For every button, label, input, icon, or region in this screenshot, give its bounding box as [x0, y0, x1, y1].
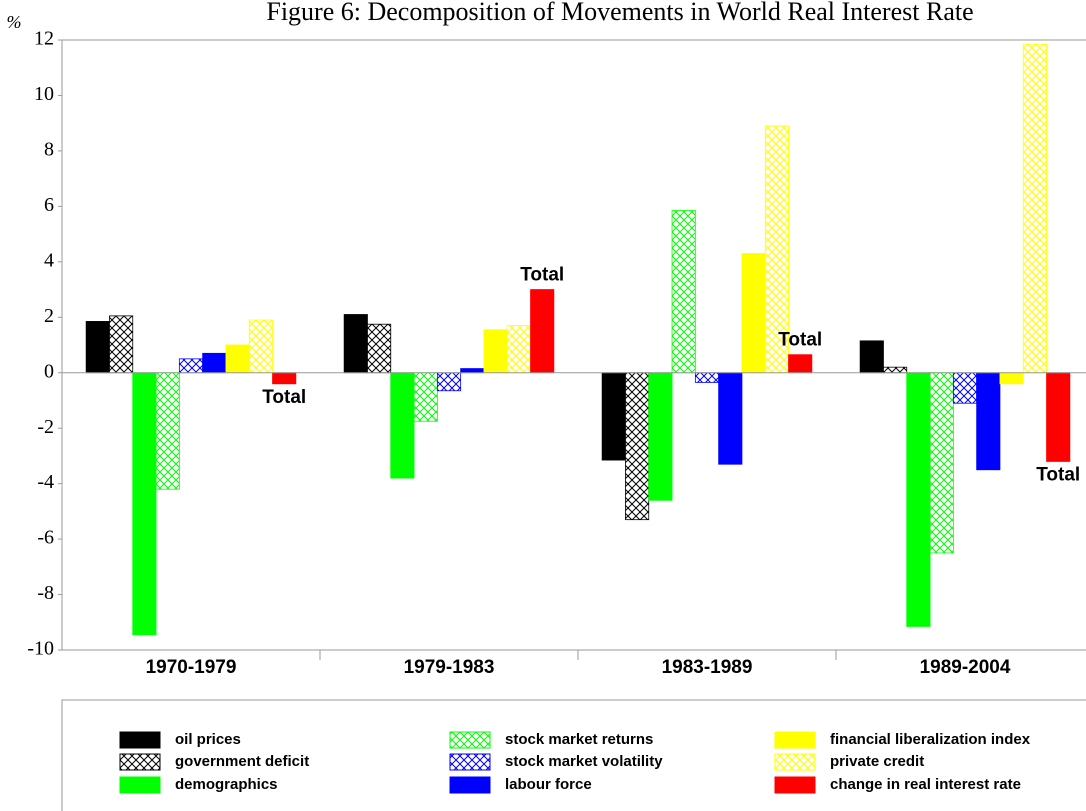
bar — [460, 368, 485, 374]
bar — [109, 315, 134, 374]
bar — [202, 352, 227, 374]
bar — [132, 372, 157, 636]
bar — [883, 366, 908, 374]
bar — [625, 372, 650, 521]
bar — [929, 372, 954, 554]
legend-swatch — [774, 776, 816, 794]
y-tick-label: -6 — [37, 527, 54, 549]
chart-title: Figure 6: Decomposition of Movements in … — [266, 0, 973, 26]
legend-label: oil prices — [175, 731, 241, 748]
bar — [648, 372, 673, 501]
bar — [225, 344, 250, 374]
y-axis-label: % — [7, 12, 22, 32]
legend-label: labour force — [505, 776, 592, 793]
y-tick-label: 2 — [44, 305, 54, 327]
x-tick-label: 1989-2004 — [920, 657, 1011, 678]
bar — [976, 372, 1001, 471]
legend-label: stock market returns — [505, 731, 653, 748]
bar — [999, 372, 1024, 385]
bar — [155, 372, 180, 490]
bar — [343, 314, 368, 374]
bar — [718, 372, 743, 465]
legend-label: government deficit — [175, 753, 309, 770]
y-tick-label: 10 — [34, 83, 54, 105]
bar — [1046, 372, 1071, 462]
bar — [248, 319, 273, 374]
bar — [859, 340, 884, 374]
bar — [436, 372, 462, 392]
y-tick-label: -8 — [37, 582, 54, 604]
y-tick-label: 0 — [44, 360, 54, 382]
legend-swatch — [449, 753, 491, 771]
legend-swatch — [449, 776, 491, 794]
annotation: Total — [778, 330, 822, 351]
annotation: Total — [1036, 464, 1080, 485]
bar — [483, 329, 508, 374]
bar — [272, 372, 297, 385]
bar — [390, 372, 415, 479]
annotation: Total — [520, 265, 564, 286]
y-tick-label: -4 — [37, 471, 54, 493]
legend-swatch — [119, 753, 161, 771]
legend-box — [61, 699, 1086, 811]
bar — [85, 321, 110, 374]
bar — [530, 289, 555, 374]
y-tick-label: 8 — [44, 139, 54, 161]
bar — [671, 210, 696, 374]
legend-swatch — [449, 731, 491, 749]
y-tick-label: -10 — [27, 638, 54, 660]
bar — [788, 354, 813, 374]
annotation: Total — [262, 387, 306, 408]
x-tick-label: 1979-1983 — [404, 657, 495, 678]
bar — [367, 323, 392, 374]
legend-label: private credit — [830, 753, 924, 770]
legend-swatch — [119, 731, 161, 749]
x-tick-label: 1970-1979 — [146, 657, 237, 678]
bar — [1022, 43, 1047, 374]
legend-swatch — [119, 776, 161, 794]
legend-swatch — [774, 753, 816, 771]
bar — [601, 372, 626, 461]
y-tick-label: 4 — [44, 249, 54, 271]
y-tick-label: -2 — [37, 416, 54, 438]
bar — [694, 372, 720, 383]
bar — [906, 372, 931, 627]
legend-label: demographics — [175, 776, 278, 793]
y-tick-label: 12 — [34, 28, 54, 50]
bar — [952, 372, 978, 404]
legend-label: stock market volatility — [505, 753, 663, 770]
bar — [506, 325, 531, 374]
legend-swatch — [774, 731, 816, 749]
bar — [413, 372, 438, 422]
x-tick-label: 1983-1989 — [662, 657, 753, 678]
bar — [741, 253, 766, 374]
y-tick-label: 6 — [44, 194, 54, 216]
bar — [178, 358, 204, 374]
legend-label: financial liberalization index — [830, 731, 1031, 748]
legend-label: change in real interest rate — [830, 776, 1021, 793]
